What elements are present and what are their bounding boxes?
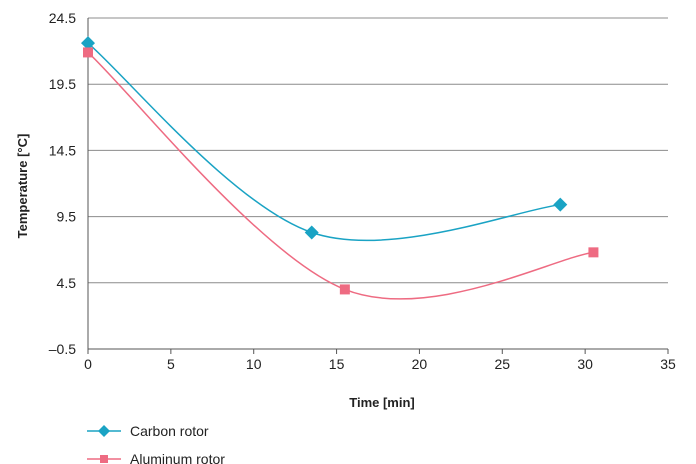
legend-item-aluminum: Aluminum rotor (87, 451, 225, 464)
y-tick-label: 19.5 (49, 76, 76, 92)
y-tick-label: –0.5 (49, 341, 76, 357)
legend-marker-square (100, 455, 108, 463)
plot-area (81, 36, 599, 300)
series-carbon-rotor (81, 36, 568, 242)
legend-item-carbon: Carbon rotor (87, 423, 209, 439)
legend-label: Carbon rotor (130, 423, 209, 439)
x-tick-label: 0 (84, 356, 92, 372)
y-axis-title: Temperature [°C] (15, 134, 30, 239)
x-tick-label: 30 (577, 356, 593, 372)
gridlines (88, 17, 668, 284)
data-point-diamond (553, 197, 568, 212)
x-tick-label: 5 (167, 356, 175, 372)
legend-label: Aluminum rotor (130, 451, 225, 464)
data-point-square (588, 247, 599, 258)
x-axis-title: Time [min] (349, 395, 415, 410)
data-point-diamond (304, 225, 319, 240)
y-tick-label: 24.5 (49, 10, 76, 26)
y-tick-label: 14.5 (49, 142, 76, 158)
series-line (87, 51, 594, 300)
legend: Carbon rotor Aluminum rotor (87, 423, 225, 464)
series-line (87, 42, 561, 242)
data-point-diamond (81, 36, 95, 51)
data-point-square (339, 284, 350, 295)
x-tick-label: 20 (412, 356, 428, 372)
y-tick-label: 9.5 (57, 209, 77, 225)
axes (87, 18, 669, 354)
x-tick-label: 25 (494, 356, 510, 372)
legend-marker-diamond (98, 425, 110, 437)
tick-labels: –0.5 4.5 9.5 14.5 19.5 24.5 0 5 10 15 20 25 30 35 (49, 10, 676, 372)
series-aluminum-rotor (83, 47, 599, 300)
x-tick-label: 35 (660, 356, 676, 372)
y-tick-label: 4.5 (57, 275, 77, 291)
data-point-square (83, 47, 93, 58)
x-tick-label: 15 (329, 356, 345, 372)
x-tick-label: 10 (246, 356, 262, 372)
